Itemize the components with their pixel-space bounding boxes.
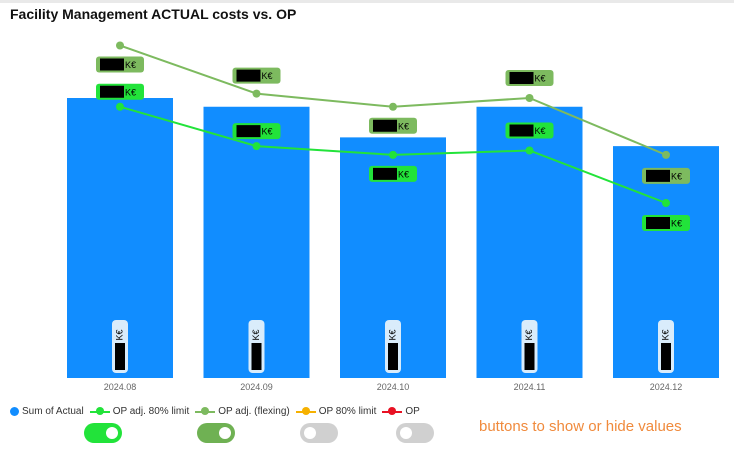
line-data-label: K€ <box>642 215 690 231</box>
toggle-knob <box>219 427 231 439</box>
line-data-label: K€ <box>369 117 417 134</box>
legend-swatch <box>10 407 19 416</box>
line-point <box>662 199 670 207</box>
line-label-mask <box>373 167 397 180</box>
bar-label-mask <box>661 343 671 370</box>
line-label-unit: K€ <box>125 87 136 97</box>
line-data-label: K€ <box>232 67 281 84</box>
bar-label-unit: K€ <box>524 329 534 340</box>
legend-item: OP <box>382 406 420 417</box>
legend-label: OP adj. (flexing) <box>218 406 290 417</box>
line-point <box>389 102 397 111</box>
line-point <box>116 41 124 50</box>
legend-item: OP adj. 80% limit <box>89 406 190 417</box>
toggle-op[interactable] <box>396 423 434 443</box>
toggle-op-adj-80-limit[interactable] <box>84 423 122 443</box>
bar-label-unit: K€ <box>251 329 261 340</box>
line-point <box>525 94 534 102</box>
line-data-label: K€ <box>96 56 144 73</box>
line-label-unit: K€ <box>262 127 273 137</box>
toggle-knob <box>304 427 316 439</box>
line-label-mask <box>509 124 534 137</box>
line-label-unit: K€ <box>671 171 682 181</box>
line-point <box>662 150 670 159</box>
bar-label-mask <box>388 343 398 370</box>
bar-label-unit: K€ <box>387 329 397 340</box>
legend-marker <box>201 407 210 415</box>
legend-swatch <box>382 407 403 416</box>
bar-label-unit: K€ <box>114 329 124 340</box>
x-tick-label: 2024.10 <box>377 382 410 392</box>
line-data-label: K€ <box>505 122 554 139</box>
legend-swatch <box>295 407 316 416</box>
bar-label-mask <box>251 343 262 370</box>
legend-item: OP 80% limit <box>295 406 377 417</box>
legend-label: OP 80% limit <box>318 406 377 417</box>
legend-label: Sum of Actual <box>22 406 84 417</box>
top-border <box>0 0 734 3</box>
line-label-mask <box>509 72 534 84</box>
chart-title: Facility Management ACTUAL costs vs. OP <box>10 6 297 22</box>
legend-label: OP <box>405 406 420 417</box>
x-tick-label: 2024.12 <box>650 382 683 392</box>
bar-data-label: K€ <box>521 320 538 373</box>
bar-data-label: K€ <box>385 320 401 373</box>
chart-plot-area: K€ 2024.08 K€ 2024.09 K€ 2024.10 K€ 2024.11 K€ 20… <box>67 41 719 392</box>
line-label-unit: K€ <box>262 71 273 81</box>
line-point <box>116 102 124 111</box>
line-point <box>252 142 261 151</box>
line-label-unit: K€ <box>535 126 546 136</box>
legend-item: Sum of Actual <box>10 406 84 417</box>
line-label-unit: K€ <box>398 121 409 131</box>
line-label-mask <box>646 169 670 182</box>
line-label-mask <box>236 69 261 82</box>
bar-data-label: K€ <box>658 320 674 373</box>
line-point <box>389 150 397 159</box>
line-label-mask <box>100 58 124 71</box>
line-data-label: K€ <box>96 83 144 100</box>
line-point <box>525 146 534 155</box>
legend-marker <box>301 407 310 415</box>
line-label-unit: K€ <box>671 219 682 229</box>
toggle-op-80-limit[interactable] <box>300 423 338 443</box>
line-label-unit: K€ <box>398 169 409 179</box>
bar-data-label: K€ <box>112 320 128 373</box>
legend-item: OP adj. (flexing) <box>195 406 290 417</box>
x-tick-label: 2024.09 <box>240 382 273 392</box>
bar-label-mask <box>115 343 125 370</box>
line-label-unit: K€ <box>125 60 136 70</box>
legend-marker <box>388 407 397 415</box>
legend-marker <box>95 407 104 415</box>
line-data-label: K€ <box>505 70 554 86</box>
bar-data-label: K€ <box>248 320 265 373</box>
line-point <box>252 89 261 98</box>
x-tick-label: 2024.11 <box>514 382 546 392</box>
toggle-hint-text: buttons to show or hide values <box>479 418 682 435</box>
x-tick-label: 2024.08 <box>104 382 137 392</box>
line-data-label: K€ <box>232 123 281 140</box>
bar-label-unit: K€ <box>660 329 670 340</box>
line-label-unit: K€ <box>535 74 546 84</box>
legend-swatch <box>195 407 216 416</box>
line-label-mask <box>646 217 670 229</box>
legend-label: OP adj. 80% limit <box>112 406 190 417</box>
line-label-mask <box>373 119 397 132</box>
line-data-label: K€ <box>369 165 417 182</box>
bar-label-mask <box>524 343 535 370</box>
line-label-mask <box>236 125 261 138</box>
line-data-label: K€ <box>642 167 690 184</box>
toggle-knob <box>106 427 118 439</box>
toggle-op-adj-flexing[interactable] <box>197 423 235 443</box>
legend-swatch <box>89 407 110 416</box>
chart-legend: Sum of Actual OP adj. 80% limit OP adj. (f… <box>10 406 420 417</box>
line-label-mask <box>100 85 124 98</box>
toggle-knob <box>400 427 412 439</box>
